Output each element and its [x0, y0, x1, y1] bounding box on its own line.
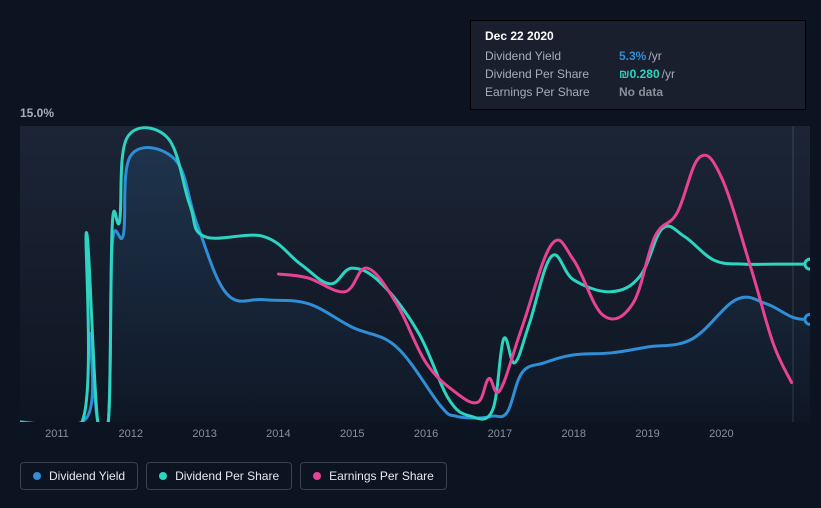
- legend: Dividend Yield Dividend Per Share Earnings…: [20, 462, 447, 490]
- x-tick-label: 2018: [561, 428, 585, 440]
- tooltip-row-value: ₪0.280: [619, 65, 660, 83]
- legend-dot: [33, 472, 41, 480]
- x-tick-label: 2015: [340, 428, 364, 440]
- x-tick-label: 2019: [635, 428, 659, 440]
- x-tick-label: 2012: [118, 428, 142, 440]
- tooltip-row-value: 5.3%: [619, 47, 646, 65]
- legend-label: Earnings Per Share: [329, 469, 434, 483]
- tooltip-date: Dec 22 2020: [485, 29, 791, 43]
- legend-label: Dividend Yield: [49, 469, 125, 483]
- tooltip-row-label: Earnings Per Share: [485, 83, 619, 101]
- line-chart[interactable]: [20, 126, 810, 422]
- tooltip-row-label: Dividend Yield: [485, 47, 619, 65]
- dividend_per_share-endcap: [805, 259, 810, 269]
- y-axis-max-label: 15.0%: [20, 106, 54, 120]
- tooltip-row-suffix: /yr: [648, 47, 661, 65]
- x-tick-label: 2017: [488, 428, 512, 440]
- legend-item-dividend-yield[interactable]: Dividend Yield: [20, 462, 138, 490]
- x-tick-label: 2014: [266, 428, 290, 440]
- legend-item-dividend-per-share[interactable]: Dividend Per Share: [146, 462, 292, 490]
- tooltip-row: Dividend Per Share₪0.280 /yr: [485, 65, 791, 83]
- x-tick-label: 2016: [414, 428, 438, 440]
- x-tick-label: 2013: [192, 428, 216, 440]
- legend-dot: [159, 472, 167, 480]
- chart-tooltip: Dec 22 2020 Dividend Yield5.3% /yrDivide…: [470, 20, 806, 110]
- x-axis: 2011 2012 2013 2014 2015 2016 2017 2018 2019 2020: [20, 428, 810, 444]
- tooltip-row-label: Dividend Per Share: [485, 65, 619, 83]
- legend-dot: [313, 472, 321, 480]
- tooltip-row-value: No data: [619, 83, 663, 101]
- legend-item-earnings-per-share[interactable]: Earnings Per Share: [300, 462, 447, 490]
- tooltip-row: Dividend Yield5.3% /yr: [485, 47, 791, 65]
- legend-label: Dividend Per Share: [175, 469, 279, 483]
- x-tick-label: 2020: [709, 428, 733, 440]
- tooltip-row: Earnings Per ShareNo data: [485, 83, 791, 101]
- x-tick-label: 2011: [45, 428, 69, 440]
- dividend_yield-endcap: [805, 314, 810, 324]
- tooltip-row-suffix: /yr: [662, 65, 675, 83]
